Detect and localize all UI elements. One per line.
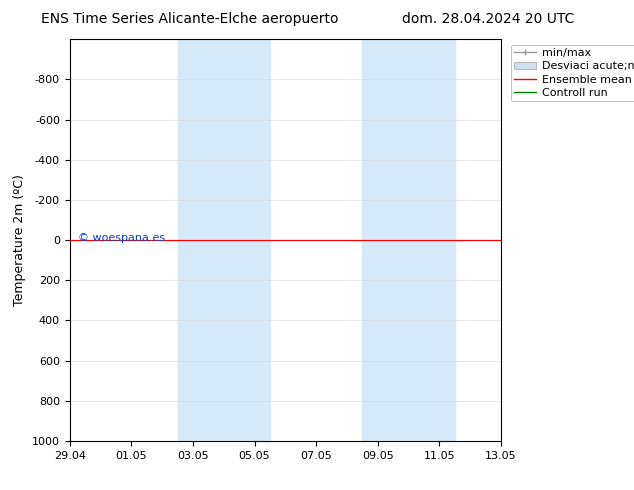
Legend: min/max, Desviaci acute;n est acute;ndar, Ensemble mean run, Controll run: min/max, Desviaci acute;n est acute;ndar… [511,45,634,101]
Bar [393,39,424,441]
Text: ENS Time Series Alicante-Elche aeropuerto: ENS Time Series Alicante-Elche aeropuert… [41,12,339,26]
Text: © woespana.es: © woespana.es [79,233,165,243]
Bar [424,39,455,441]
Bar [362,39,393,441]
Bar [209,39,239,441]
Bar [178,39,209,441]
Y-axis label: Temperature 2m (ºC): Temperature 2m (ºC) [13,174,27,306]
Text: dom. 28.04.2024 20 UTC: dom. 28.04.2024 20 UTC [402,12,574,26]
Bar [239,39,270,441]
